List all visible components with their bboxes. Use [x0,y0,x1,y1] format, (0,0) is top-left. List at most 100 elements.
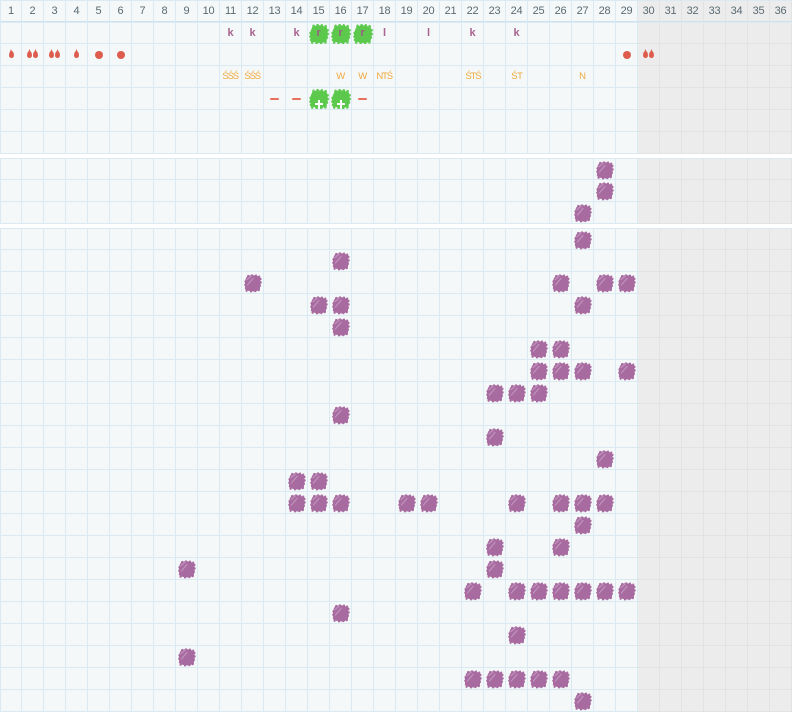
grid-cell[interactable] [242,44,264,66]
grid-cell[interactable] [198,426,220,448]
grid-cell[interactable] [154,202,176,224]
grid-cell[interactable] [242,158,264,180]
grid-cell[interactable] [528,690,550,712]
grid-cell[interactable] [44,360,66,382]
grid-cell[interactable] [286,448,308,470]
grid-cell[interactable] [286,294,308,316]
grid-cell[interactable] [704,470,726,492]
grid-cell[interactable] [88,88,110,110]
grid-cell[interactable] [726,558,748,580]
grid-cell[interactable] [704,202,726,224]
grid-cell[interactable] [440,88,462,110]
grid-cell[interactable] [660,250,682,272]
grid-cell[interactable] [594,66,616,88]
grid-cell[interactable] [726,316,748,338]
grid-cell[interactable] [594,22,616,44]
grid-cell[interactable] [0,180,22,202]
grid-cell[interactable] [110,580,132,602]
grid-cell[interactable] [594,624,616,646]
day-header-cell-10[interactable]: 10 [198,0,220,22]
grid-cell[interactable] [704,514,726,536]
grid-cell[interactable] [418,44,440,66]
grid-cell[interactable] [550,382,572,404]
grid-cell[interactable] [748,580,770,602]
grid-cell[interactable] [66,580,88,602]
grid-cell[interactable] [506,316,528,338]
grid-cell[interactable] [572,558,594,580]
grid-cell[interactable] [484,88,506,110]
grid-cell[interactable] [88,382,110,404]
grid-cell[interactable] [352,132,374,154]
grid-cell[interactable] [660,558,682,580]
grid-cell[interactable] [748,294,770,316]
grid-cell[interactable] [330,228,352,250]
grid-cell[interactable] [726,668,748,690]
grid-cell[interactable] [638,580,660,602]
grid-cell[interactable] [374,646,396,668]
grid-cell[interactable] [264,180,286,202]
grid-cell[interactable] [682,22,704,44]
grid-cell[interactable] [198,22,220,44]
day-header-cell-25[interactable]: 25 [528,0,550,22]
grid-cell[interactable] [88,426,110,448]
grid-cell[interactable] [132,250,154,272]
grid-cell[interactable] [748,22,770,44]
grid-cell[interactable] [726,448,748,470]
grid-cell[interactable] [638,44,660,66]
grid-cell[interactable] [440,132,462,154]
grid-cell[interactable] [110,514,132,536]
grid-cell[interactable] [88,338,110,360]
grid-cell[interactable] [88,470,110,492]
grid-cell[interactable] [374,360,396,382]
grid-cell[interactable] [198,180,220,202]
grid-cell[interactable] [308,536,330,558]
grid-cell[interactable] [242,88,264,110]
grid-cell[interactable] [286,338,308,360]
grid-cell[interactable] [616,44,638,66]
grid-cell[interactable] [308,580,330,602]
grid-cell[interactable] [198,690,220,712]
grid-cell[interactable] [176,492,198,514]
grid-cell[interactable] [220,404,242,426]
grid-cell[interactable] [176,404,198,426]
grid-cell[interactable] [440,668,462,690]
grid-cell[interactable] [616,404,638,426]
grid-cell[interactable] [660,110,682,132]
grid-cell[interactable] [220,536,242,558]
grid-cell[interactable] [88,602,110,624]
grid-cell[interactable] [308,624,330,646]
grid-cell[interactable] [242,382,264,404]
grid-cell[interactable] [264,88,286,110]
grid-cell[interactable] [594,536,616,558]
grid-cell[interactable] [726,382,748,404]
grid-cell[interactable] [616,228,638,250]
grid-cell[interactable] [528,382,550,404]
grid-cell[interactable] [748,492,770,514]
grid-cell[interactable] [550,316,572,338]
grid-cell[interactable] [528,404,550,426]
grid-cell[interactable] [418,514,440,536]
grid-cell[interactable] [550,66,572,88]
grid-cell[interactable] [352,158,374,180]
grid-cell[interactable] [264,110,286,132]
grid-cell[interactable] [506,294,528,316]
grid-cell[interactable] [484,558,506,580]
grid-cell[interactable] [616,558,638,580]
grid-cell[interactable] [748,110,770,132]
grid-cell[interactable] [484,202,506,224]
grid-cell[interactable] [660,22,682,44]
grid-cell[interactable] [88,132,110,154]
grid-cell[interactable] [66,338,88,360]
grid-cell[interactable] [220,492,242,514]
grid-cell[interactable] [484,110,506,132]
grid-cell[interactable] [198,536,220,558]
grid-cell[interactable] [418,602,440,624]
grid-cell[interactable] [110,250,132,272]
grid-cell[interactable] [616,580,638,602]
grid-cell[interactable] [440,110,462,132]
grid-cell[interactable] [330,448,352,470]
grid-cell[interactable] [44,624,66,646]
grid-cell[interactable] [396,404,418,426]
grid-cell[interactable] [110,382,132,404]
grid-cell[interactable] [396,294,418,316]
